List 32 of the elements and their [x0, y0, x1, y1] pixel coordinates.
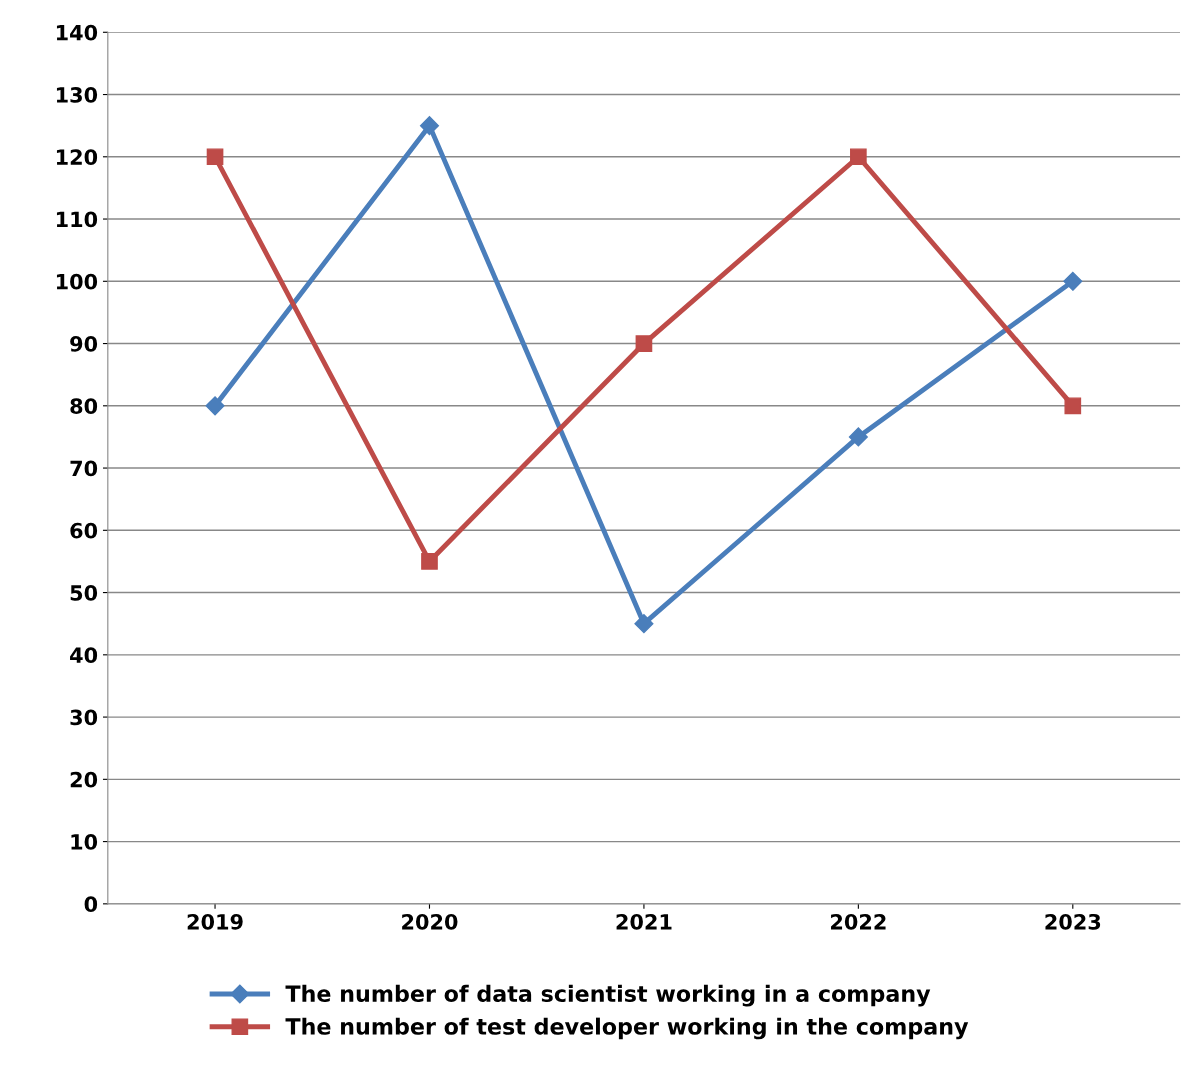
y-tick-label: 10: [71, 834, 98, 850]
point: [421, 553, 438, 570]
y-tick-label: 120: [56, 149, 98, 165]
y-tick-label: 60: [70, 522, 98, 539]
y-tick-label: 30: [70, 709, 98, 726]
x-tick-label: 2020: [402, 913, 458, 930]
y-tick-label: 80: [70, 398, 98, 415]
point: [848, 427, 868, 447]
y-tick-label: 70: [70, 460, 98, 477]
y-tick-label: 20: [70, 771, 98, 788]
point: [635, 335, 653, 352]
point: [1064, 397, 1082, 415]
point: [419, 116, 440, 136]
y-tick-label: 130: [56, 86, 98, 103]
legend-label: The number of test developer working in the company: [285, 1017, 969, 1040]
point: [850, 148, 867, 166]
y-tick-label: 110: [56, 211, 98, 228]
point: [1063, 271, 1083, 291]
x-tick-label: 2019: [187, 913, 243, 930]
point: [205, 396, 225, 416]
legend-label: The number of data scientist working in a company: [285, 984, 931, 1007]
y-tick-label: 50: [70, 585, 98, 601]
point: [206, 148, 224, 166]
y-tick-label: 100: [56, 273, 98, 290]
y-tick-label: 40: [70, 647, 98, 664]
y-tick-label: 90: [70, 336, 98, 352]
x-tick-label: 2021: [616, 913, 672, 930]
x-tick-label: 2023: [1045, 913, 1101, 930]
y-tick-label: 140: [56, 24, 98, 41]
point: [634, 614, 654, 634]
x-tick-label: 2022: [831, 913, 886, 930]
y-tick-label: 0: [84, 896, 98, 913]
